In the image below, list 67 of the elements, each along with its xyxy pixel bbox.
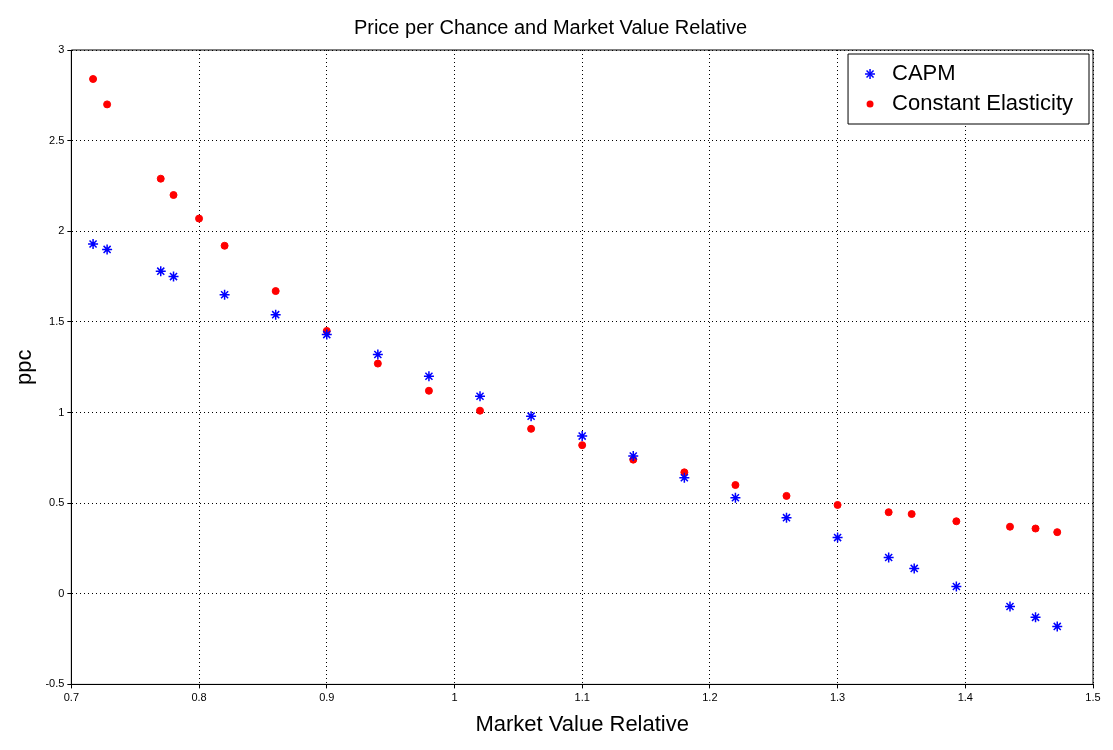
point	[423, 370, 435, 383]
point	[372, 348, 384, 361]
point	[576, 430, 588, 442]
y-tick-label: 1.5	[49, 314, 65, 327]
point	[950, 580, 963, 593]
point	[782, 491, 791, 500]
x-axis-title: Market Value Relative	[475, 710, 689, 736]
point	[1031, 524, 1040, 533]
legend-label: Constant Elasticity	[892, 90, 1074, 116]
y-tick-label: 1	[58, 405, 65, 418]
y-tick-label: 0.5	[49, 496, 65, 509]
point	[89, 75, 98, 83]
y-tick-label: 2.5	[49, 133, 65, 146]
x-tick-label: 1.2	[702, 691, 718, 704]
y-tick-label: 3	[58, 43, 65, 56]
point	[476, 406, 485, 415]
point	[680, 468, 689, 477]
point	[1051, 620, 1063, 633]
point	[952, 517, 961, 526]
x-tick-label: 1.1	[574, 691, 590, 704]
y-tick-label: -0.5	[45, 677, 65, 690]
x-tick-label: 0.8	[191, 691, 207, 704]
point	[373, 359, 382, 368]
point	[729, 491, 742, 504]
point	[155, 265, 167, 277]
point	[578, 441, 587, 450]
point	[103, 100, 112, 109]
y-tick-label: 2	[58, 224, 65, 237]
x-tick-label: 0.7	[63, 691, 79, 704]
y-tick-label: 0	[58, 586, 65, 599]
point	[271, 287, 280, 296]
point	[424, 386, 433, 395]
x-tick-label: 1	[451, 691, 458, 704]
x-tick-label: 1.5	[1085, 691, 1101, 704]
chart-title: Price per Chance and Market Value Relative	[353, 15, 748, 38]
point	[884, 508, 893, 517]
point	[908, 562, 920, 575]
point	[527, 424, 536, 433]
point	[678, 472, 691, 484]
point	[220, 241, 229, 250]
point	[731, 481, 740, 490]
point	[474, 390, 486, 402]
point	[1004, 600, 1016, 613]
point	[167, 270, 180, 283]
point	[907, 510, 916, 519]
point	[218, 288, 231, 301]
point	[87, 238, 99, 250]
point	[831, 531, 844, 544]
point	[882, 551, 895, 564]
point	[1005, 522, 1014, 531]
x-tick-label: 1.3	[829, 691, 846, 704]
point	[780, 511, 793, 524]
x-tick-label: 0.9	[319, 691, 335, 704]
point	[169, 191, 178, 200]
point	[1053, 528, 1062, 537]
point	[833, 500, 842, 509]
point	[101, 243, 113, 256]
point	[269, 308, 282, 321]
point	[156, 174, 165, 183]
point	[525, 410, 537, 422]
point	[627, 450, 640, 462]
point	[195, 214, 204, 223]
x-tick-label: 1.4	[957, 691, 973, 704]
point	[1029, 611, 1042, 624]
legend-label: CAPM	[892, 60, 956, 86]
point	[321, 328, 333, 341]
y-axis-title: ppc	[11, 349, 37, 385]
